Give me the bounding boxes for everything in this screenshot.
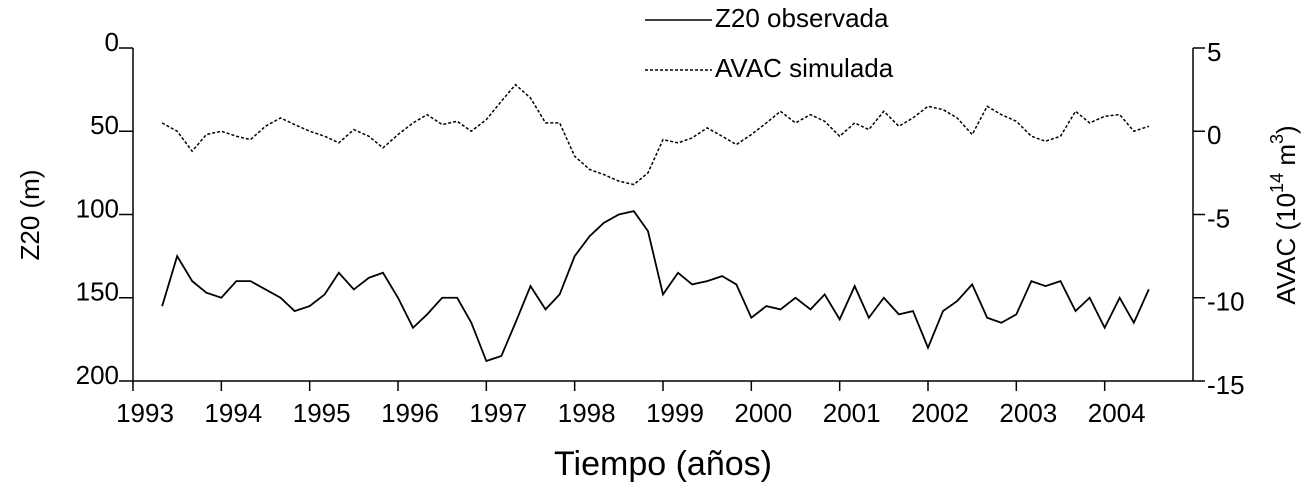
series-line — [161, 83, 1150, 186]
y-tick-label: 100 — [76, 193, 119, 223]
x-tick-label: 1995 — [293, 398, 351, 428]
y-tick-label: 0 — [105, 27, 119, 57]
x-tick-label: 1993 — [116, 398, 174, 428]
y-axis-label: Z20 (m) — [15, 170, 45, 261]
y2-tick-label: -5 — [1207, 203, 1230, 233]
y-tick-label: 50 — [90, 110, 119, 140]
y2-label-part: AVAC (10 — [1271, 193, 1301, 305]
y2-axis-label: AVAC (1014 m3) — [1267, 125, 1301, 304]
y2-tick-label: -15 — [1207, 370, 1245, 400]
legend-label: Z20 observada — [715, 3, 889, 33]
legend-label: AVAC simulada — [715, 53, 894, 83]
y2-label-sup: 14 — [1267, 173, 1287, 193]
series-line — [161, 210, 1150, 363]
x-tick-label: 1994 — [204, 398, 262, 428]
x-tick-label: 2000 — [734, 398, 792, 428]
x-tick-label: 2001 — [823, 398, 881, 428]
y2-label-part: ) — [1271, 125, 1301, 134]
y2-label-part: m — [1271, 144, 1301, 173]
x-tick-label: 1998 — [558, 398, 616, 428]
x-tick-label: 1996 — [381, 398, 439, 428]
x-tick-label: 2004 — [1088, 398, 1146, 428]
y2-tick-label: -10 — [1207, 287, 1245, 317]
x-axis-label: Tiempo (años) — [554, 445, 772, 483]
x-tick-label: 1997 — [469, 398, 527, 428]
x-tick-label: 1999 — [646, 398, 704, 428]
x-tick-label: 2002 — [911, 398, 969, 428]
y2-tick-label: 0 — [1207, 120, 1221, 150]
y2-label-sup: 3 — [1267, 134, 1287, 144]
x-tick-label: 2003 — [999, 398, 1057, 428]
y2-tick-label: 5 — [1207, 37, 1221, 67]
y-tick-label: 150 — [76, 277, 119, 307]
y-tick-label: 200 — [76, 360, 119, 390]
